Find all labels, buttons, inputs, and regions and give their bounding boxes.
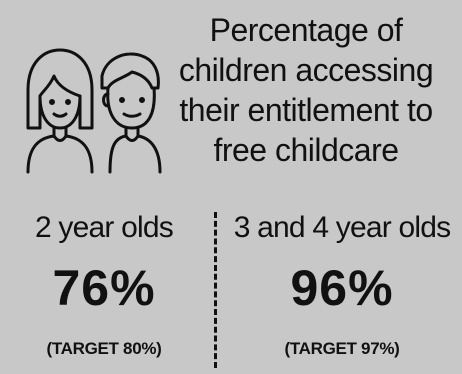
group-value: 96% [290, 260, 394, 316]
group-2-year-olds: 2 year olds 76% (TARGET 80%) [0, 210, 208, 360]
title-line: Percentage of [209, 12, 403, 48]
title-line: free childcare [213, 132, 399, 168]
dashed-divider [214, 212, 217, 368]
group-target: (TARGET 97%) [284, 339, 400, 358]
group-3-and-4-year-olds: 3 and 4 year olds 96% (TARGET 97%) [222, 210, 462, 360]
title: Percentage of children accessing their e… [150, 10, 462, 170]
group-label: 3 and 4 year olds [233, 211, 451, 244]
title-line: their entitlement to [179, 92, 433, 128]
title-line: children accessing [178, 52, 434, 88]
group-label: 2 year olds [35, 211, 174, 244]
group-target: (TARGET 80%) [46, 339, 162, 358]
two-children-icon [26, 48, 162, 174]
group-value: 76% [52, 260, 156, 316]
